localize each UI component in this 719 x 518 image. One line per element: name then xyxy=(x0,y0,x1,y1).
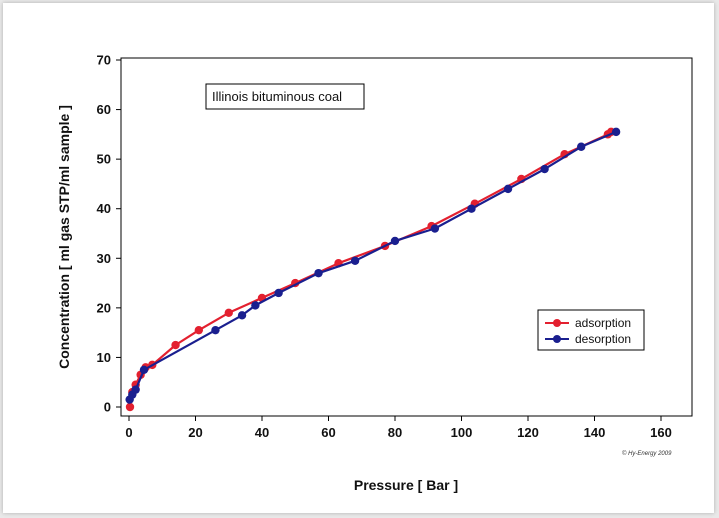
y-tick-label: 70 xyxy=(97,53,111,68)
y-tick-label: 10 xyxy=(97,350,111,365)
ticks-layer: 0 20 40 60 80 100 120 140 160 0 10 20 30 40 50 60 70 xyxy=(97,53,672,441)
x-tick-label: 160 xyxy=(650,425,672,440)
x-tick-label: 80 xyxy=(388,425,402,440)
data-point-desorption xyxy=(540,164,549,174)
x-tick-label: 20 xyxy=(188,425,202,440)
data-point-desorption xyxy=(274,288,283,298)
data-point-desorption xyxy=(211,325,220,335)
data-point-desorption xyxy=(390,236,400,246)
y-tick-label: 60 xyxy=(97,102,111,117)
data-point-adsorption xyxy=(194,325,204,335)
data-point-desorption xyxy=(131,385,140,394)
y-tick-label: 20 xyxy=(97,300,111,315)
y-tick-label: 50 xyxy=(97,152,111,167)
annotation-box: Illinois bituminous coal xyxy=(205,83,365,110)
legend-label-desorption: desorption xyxy=(575,332,631,346)
chart-svg: Illinois bituminous coal 0 20 40 60 80 100 120… xyxy=(56,53,693,493)
x-tick-label: 120 xyxy=(517,425,539,440)
y-tick-label: 40 xyxy=(97,201,111,216)
data-point-adsorption xyxy=(125,402,135,412)
copyright-text: © Hy-Energy 2009 xyxy=(622,450,672,457)
legend-border xyxy=(537,309,645,351)
y-axis-title: Concentration [ ml gas STP/ml sample ] xyxy=(56,105,72,369)
plot-border xyxy=(120,57,693,417)
data-point-desorption xyxy=(251,301,260,310)
data-point-desorption xyxy=(577,142,586,151)
series-layer xyxy=(125,127,621,412)
legend-marker-adsorption xyxy=(553,319,561,327)
data-point-desorption xyxy=(611,127,621,137)
data-point-desorption xyxy=(430,224,440,233)
x-tick-label: 100 xyxy=(451,425,473,440)
data-point-desorption xyxy=(139,365,149,375)
y-tick-label: 30 xyxy=(97,251,111,266)
data-point-adsorption xyxy=(171,340,180,350)
x-tick-label: 40 xyxy=(255,425,269,440)
x-tick-label: 140 xyxy=(584,425,606,440)
data-point-adsorption xyxy=(224,308,233,318)
legend-marker-desorption xyxy=(553,335,561,343)
legend-label-adsorption: adsorption xyxy=(575,316,631,330)
x-tick-label: 0 xyxy=(125,425,132,440)
data-point-desorption xyxy=(314,268,323,278)
data-point-desorption xyxy=(467,204,476,213)
chart-frame: Illinois bituminous coal 0 20 40 60 80 100 120… xyxy=(3,3,714,513)
x-axis-title: Pressure [ Bar ] xyxy=(354,477,458,493)
legend: adsorption desorption xyxy=(537,309,645,351)
axes-layer xyxy=(120,57,693,417)
data-point-desorption xyxy=(503,184,513,194)
annotation-text: Illinois bituminous coal xyxy=(212,89,342,104)
annotation-border xyxy=(205,83,365,110)
data-point-desorption xyxy=(237,311,247,320)
data-point-desorption xyxy=(350,256,360,265)
y-tick-label: 0 xyxy=(104,400,111,415)
x-tick-label: 60 xyxy=(321,425,335,440)
